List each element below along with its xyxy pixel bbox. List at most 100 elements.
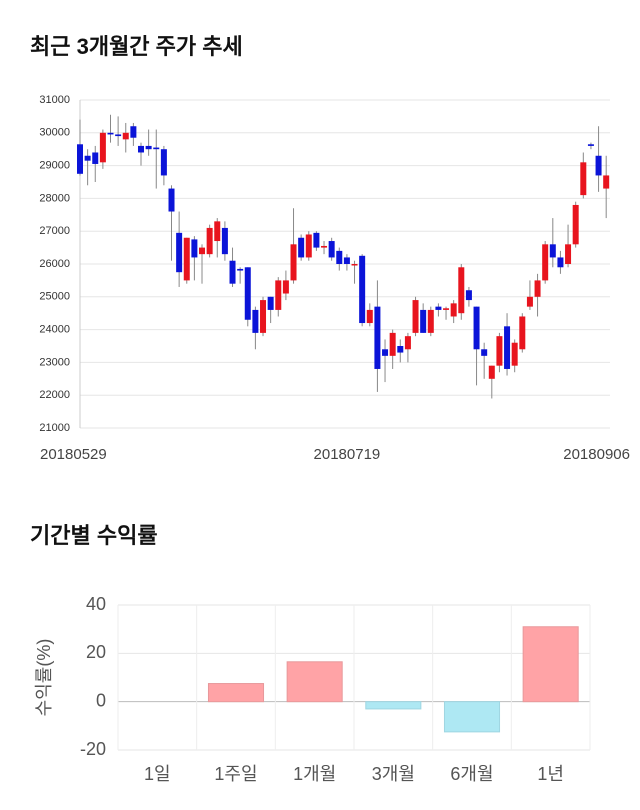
candle-body xyxy=(549,244,556,258)
candle-body xyxy=(359,255,366,324)
candle-body xyxy=(282,280,289,294)
candle-body xyxy=(542,244,549,281)
candle-body xyxy=(519,316,526,350)
candle-body xyxy=(244,267,251,320)
candle-body xyxy=(130,126,137,138)
candle-body xyxy=(290,244,297,281)
y-tick-label: 31000 xyxy=(39,94,70,106)
candle-body xyxy=(595,155,602,176)
candle-body xyxy=(168,188,175,212)
candle-body xyxy=(160,149,167,176)
chart-title: 기간별 수익률 xyxy=(30,523,158,548)
candle-body xyxy=(77,144,83,174)
bar xyxy=(365,701,422,710)
y-tick-label: 25000 xyxy=(39,291,70,303)
candle-body xyxy=(107,132,114,135)
x-tick-label: 1개월 xyxy=(293,764,336,784)
candle-body xyxy=(84,155,91,161)
candle-body xyxy=(443,308,450,310)
y-tick-label: 23000 xyxy=(39,356,70,368)
candle-body xyxy=(298,237,305,258)
chart-title: 최근 3개월간 주가 추세 xyxy=(30,34,243,59)
candle-body xyxy=(526,296,533,307)
y-tick-label: 21000 xyxy=(39,422,70,434)
candle-body xyxy=(99,132,106,163)
candle-body xyxy=(191,239,198,258)
candle-body xyxy=(305,234,312,258)
y-tick-label: -20 xyxy=(80,739,106,759)
x-tick-label: 1년 xyxy=(537,764,564,784)
bar xyxy=(522,626,579,703)
candle-body xyxy=(534,280,541,297)
candle-body xyxy=(313,232,320,248)
candle-body xyxy=(481,349,488,356)
candle-body xyxy=(382,349,389,356)
candle-body xyxy=(343,257,350,264)
candle-body xyxy=(420,309,427,333)
candle-body xyxy=(580,162,587,196)
y-tick-label: 40 xyxy=(86,594,106,614)
bar xyxy=(207,683,265,703)
candle-body xyxy=(572,204,579,245)
candle-body xyxy=(450,303,457,317)
x-tick-label: 3개월 xyxy=(372,764,415,784)
x-tick-label: 20180529 xyxy=(40,446,107,463)
candle-body xyxy=(122,132,129,140)
candle-body xyxy=(138,145,145,153)
candle-body xyxy=(389,332,396,356)
candle-body xyxy=(145,145,152,150)
candle-body xyxy=(565,244,572,264)
candle-body xyxy=(504,326,511,369)
candle-body xyxy=(412,300,419,333)
candle-body xyxy=(557,257,564,268)
y-tick-label: 24000 xyxy=(39,324,70,336)
candle-body xyxy=(496,336,503,366)
candle-body xyxy=(237,268,244,271)
candle-body xyxy=(229,260,236,284)
candle-body xyxy=(153,147,160,150)
candle-body xyxy=(374,306,381,369)
candle-body xyxy=(214,221,221,242)
candle-body xyxy=(275,280,282,310)
y-tick-label: 29000 xyxy=(39,160,70,172)
x-tick-label: 20180906 xyxy=(563,446,630,463)
y-tick-label: 20 xyxy=(86,642,106,662)
y-tick-label: 28000 xyxy=(39,192,70,204)
x-tick-label: 1주일 xyxy=(214,764,257,784)
y-axis-label: 수익률(%) xyxy=(34,639,54,717)
candle-body xyxy=(115,134,122,137)
candle-body xyxy=(603,175,610,189)
candle-body xyxy=(473,306,480,350)
candle-body xyxy=(458,267,465,314)
x-tick-label: 1일 xyxy=(144,764,171,784)
y-tick-label: 30000 xyxy=(39,127,70,139)
candle-body xyxy=(427,309,434,333)
candle-body xyxy=(221,227,228,255)
candle-body xyxy=(252,309,259,333)
candle-body xyxy=(199,247,206,255)
candle-body xyxy=(176,232,183,273)
y-tick-label: 27000 xyxy=(39,225,70,237)
x-tick-label: 20180719 xyxy=(314,446,381,463)
candle-body xyxy=(267,296,274,310)
candle-body xyxy=(404,336,411,350)
candle-body xyxy=(336,250,343,264)
candle-body xyxy=(511,342,518,366)
y-tick-label: 0 xyxy=(96,690,106,710)
candle-body xyxy=(260,300,267,333)
x-tick-label: 6개월 xyxy=(450,764,493,784)
y-tick-label: 26000 xyxy=(39,258,70,270)
bar xyxy=(286,661,343,703)
candle-body xyxy=(488,365,495,379)
candle-body xyxy=(206,227,213,255)
candle-body xyxy=(92,152,99,164)
candle-body xyxy=(321,245,328,248)
candle-body xyxy=(328,241,335,258)
candle-body xyxy=(351,264,358,266)
y-tick-label: 22000 xyxy=(39,389,70,401)
candle-body xyxy=(435,306,442,310)
candle-body xyxy=(465,290,472,301)
bar xyxy=(443,701,501,733)
